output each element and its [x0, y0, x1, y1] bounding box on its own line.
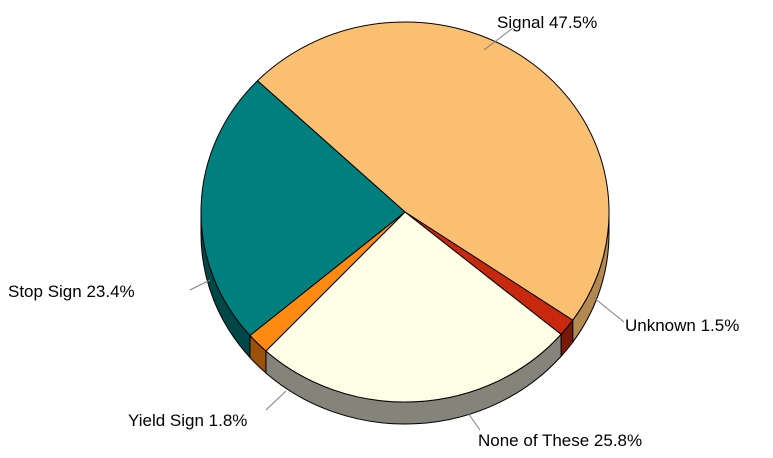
leader-line — [483, 27, 514, 51]
slice-signal — [257, 21, 610, 321]
label-leaders — [189, 27, 625, 431]
slice-label-stop-sign: Stop Sign 23.4% — [8, 282, 135, 301]
slice-label-none-of-these: None of These 25.8% — [478, 431, 642, 450]
slice-stop-sign — [200, 80, 406, 336]
pie-slices — [200, 21, 610, 403]
leader-line — [462, 405, 481, 431]
leader-line — [189, 279, 211, 291]
slice-labels: Signal 47.5% Unknown 1.5% None of These 25… — [8, 13, 739, 450]
slice-label-yield-sign: Yield Sign 1.8% — [128, 411, 247, 430]
leader-line — [592, 296, 625, 323]
slice-label-unknown: Unknown 1.5% — [625, 316, 739, 335]
slice-label-signal: Signal 47.5% — [497, 13, 597, 32]
leader-line — [265, 390, 287, 411]
slice-none-of-these — [265, 211, 562, 403]
